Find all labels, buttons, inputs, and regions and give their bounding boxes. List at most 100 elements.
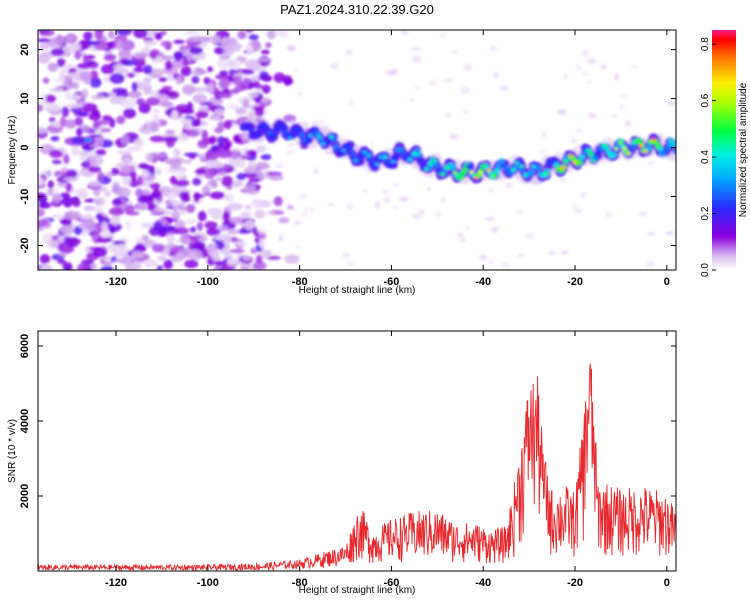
heatmap-cell — [74, 49, 82, 60]
heatmap-cell — [121, 164, 131, 174]
heatmap-cell — [408, 97, 415, 103]
heatmap-cell — [57, 57, 66, 68]
heatmap-cell — [237, 30, 247, 40]
heatmap-cell — [159, 225, 176, 232]
heatmap-cell — [116, 115, 126, 125]
heatmap-cell — [61, 220, 72, 226]
heatmap-cell — [137, 163, 149, 169]
heatmap-cell — [96, 212, 103, 221]
heatmap-cell — [217, 121, 225, 132]
heatmap-cell — [107, 30, 115, 39]
heatmap-cell — [174, 252, 184, 262]
heatmap-cell — [415, 152, 421, 156]
heatmap-cell — [209, 162, 225, 169]
heatmap-cell — [109, 96, 121, 105]
heatmap-cell — [587, 113, 597, 119]
heatmap-cell — [204, 221, 218, 230]
heatmap-cell — [173, 51, 184, 60]
heatmap-cell — [626, 152, 631, 156]
heatmap-cell — [96, 126, 104, 135]
heatmap-cell — [163, 259, 173, 270]
heatmap-cell — [344, 142, 352, 148]
heatmap-cell — [217, 170, 227, 176]
heatmap-cell — [575, 64, 582, 71]
heatmap-cell — [143, 77, 152, 84]
heatmap-cell — [619, 93, 628, 97]
heatmap-cell — [97, 135, 104, 144]
heatmap-cell — [223, 143, 231, 151]
heatmap-cell — [170, 157, 184, 163]
heatmap-cell — [96, 236, 112, 243]
heatmap-cell — [646, 260, 654, 268]
snr-x-tick-label: 0 — [664, 577, 670, 589]
heatmap-cell — [151, 243, 165, 253]
heatmap-cell — [71, 136, 88, 145]
heatmap-cell — [242, 256, 252, 261]
heatmap-cell — [46, 238, 59, 249]
heatmap-cell — [228, 58, 242, 70]
heatmap-cell — [578, 154, 586, 160]
heatmap-cell — [75, 127, 83, 137]
heatmap-cell — [560, 166, 565, 170]
heatmap-y-axis: -20 -10 0 10 20 — [19, 43, 676, 253]
heatmap-cell — [219, 70, 228, 76]
heatmap-cell — [135, 188, 143, 198]
heatmap-cell — [187, 249, 203, 261]
heatmap-cell — [65, 119, 77, 129]
heatmap-cell — [229, 216, 244, 224]
heatmap-cell — [218, 55, 231, 60]
heatmap-cell — [232, 76, 242, 85]
heatmap-cell — [330, 63, 339, 69]
heatmap-cell — [619, 104, 625, 111]
heatmap-cell — [260, 154, 272, 161]
heatmap-cell — [45, 94, 56, 104]
heatmap-cell — [243, 219, 255, 231]
heatmap-cell — [287, 143, 295, 148]
heatmap-cell — [638, 211, 648, 216]
heatmap-cell — [587, 151, 595, 158]
heatmap-cell — [160, 40, 173, 47]
heatmap-cell — [84, 138, 93, 143]
heatmap-cell — [244, 205, 252, 210]
heatmap-cell — [185, 203, 196, 214]
heatmap-cell — [251, 198, 262, 209]
heatmap-cell — [308, 134, 313, 138]
heatmap-x-label: Height of straight line (km) — [299, 285, 416, 296]
heatmap-cell — [417, 209, 425, 216]
heatmap-cell — [424, 167, 429, 171]
snr-y-axis: 2000 4000 6000 — [19, 334, 676, 508]
heatmap-x-tick-label: -100 — [197, 276, 219, 288]
heatmap-cell — [284, 254, 300, 264]
heatmap-cell — [66, 103, 83, 109]
heatmap-cell — [164, 60, 173, 71]
heatmap-cell — [638, 144, 644, 148]
heatmap-cell — [572, 204, 578, 212]
heatmap-cell — [151, 108, 160, 115]
heatmap-cell — [672, 149, 676, 155]
heatmap-cell — [296, 126, 303, 132]
heatmap-cell — [378, 155, 384, 159]
heatmap-cell — [65, 182, 72, 193]
heatmap-cell — [346, 203, 354, 210]
heatmap-cell — [182, 84, 196, 95]
heatmap-cell — [205, 82, 215, 94]
heatmap-cell — [189, 46, 203, 55]
heatmap-cell — [128, 90, 142, 99]
heatmap-cell — [294, 68, 299, 73]
heatmap-x-tick-label: -20 — [567, 276, 583, 288]
colorbar-tick-label: 0.4 — [700, 150, 711, 164]
heatmap-cell — [499, 85, 509, 92]
heatmap-cell — [186, 101, 194, 112]
heatmap-cell — [519, 164, 524, 168]
heatmap-cell — [498, 158, 505, 164]
heatmap-cell — [181, 58, 190, 67]
heatmap-cell — [229, 42, 243, 52]
heatmap-cell — [133, 30, 148, 39]
heatmap-cell — [118, 243, 126, 249]
heatmap-cell — [576, 159, 583, 165]
snr-y-tick-label: 6000 — [19, 334, 31, 358]
heatmap-cell — [268, 174, 284, 181]
heatmap-cell — [83, 205, 96, 211]
heatmap-cell — [362, 189, 368, 193]
heatmap-cell — [264, 126, 271, 132]
